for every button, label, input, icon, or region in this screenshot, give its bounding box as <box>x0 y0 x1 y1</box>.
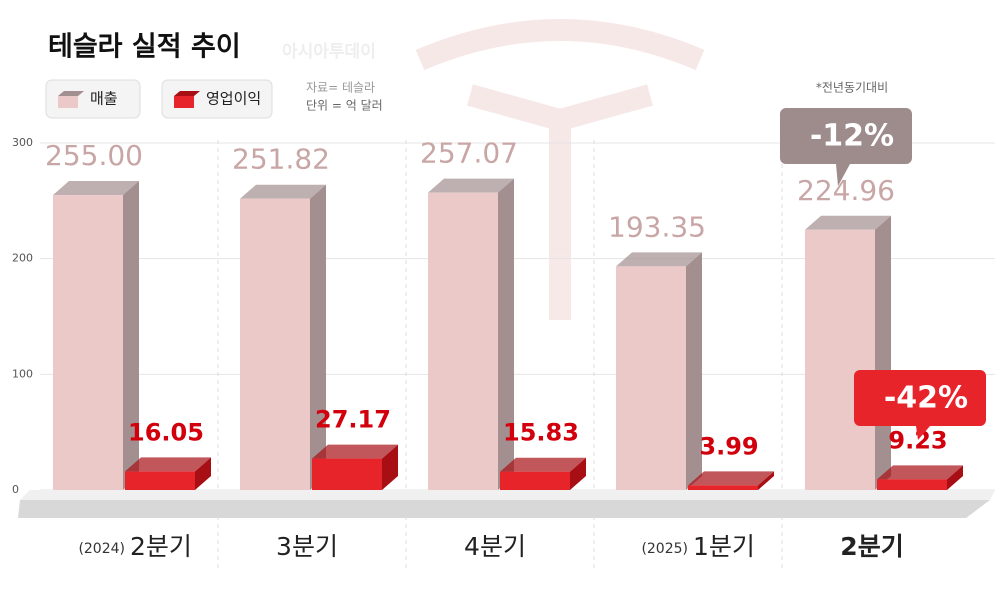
annotation-bubble <box>780 108 912 186</box>
bar <box>805 215 891 490</box>
bar-front <box>805 229 875 490</box>
unit: 단위 = 억 달러 <box>306 99 383 113</box>
bar-top <box>240 184 326 199</box>
year-label: (2025) <box>641 541 688 557</box>
legend-box <box>45 79 141 119</box>
x-tick-label: 3분기 <box>276 532 338 561</box>
legend-swatch <box>174 96 194 108</box>
value-label: 16.05 <box>128 418 204 446</box>
bar-front <box>616 266 686 490</box>
value-label: 255.00 <box>45 139 143 172</box>
bar-front <box>53 195 123 491</box>
value-label: 3.99 <box>699 432 758 460</box>
logo-watermark <box>415 19 705 320</box>
bar <box>500 457 586 490</box>
bar-side <box>195 457 211 490</box>
legend-box <box>161 79 273 119</box>
legend-label: 영업이익 <box>206 90 261 108</box>
source: 자료= 테슬라 <box>306 81 375 95</box>
bar-side <box>758 471 774 490</box>
annotation-text: -12% <box>810 119 894 154</box>
note: *전년동기대비 <box>816 81 888 95</box>
bar-front <box>877 479 947 490</box>
bar <box>312 444 398 490</box>
bar <box>240 184 326 490</box>
legend-swatch <box>58 96 78 108</box>
bar-top <box>500 457 586 472</box>
chart-title: 테슬라 실적 추이 <box>48 32 241 63</box>
bar <box>616 252 702 490</box>
bar <box>877 465 963 490</box>
floor <box>18 490 995 518</box>
bar-side <box>310 184 326 490</box>
bar-top <box>805 215 891 230</box>
bar-top <box>125 457 211 472</box>
year-label: (2024) <box>78 541 125 557</box>
value-label: 15.83 <box>503 419 579 447</box>
annotation-text: -42% <box>884 381 968 416</box>
x-tick-label: 1분기 <box>693 532 755 561</box>
value-label: 251.82 <box>232 143 330 176</box>
y-tick-label: 200 <box>12 252 33 265</box>
bar-side <box>570 457 586 490</box>
value-label: 224.96 <box>797 174 895 207</box>
bar-side <box>123 181 139 491</box>
value-label: 193.35 <box>608 210 706 243</box>
y-tick-label: 0 <box>12 483 19 496</box>
bar-top <box>53 181 139 196</box>
bar-top <box>428 178 514 193</box>
bar <box>125 457 211 490</box>
bar-front <box>312 458 382 490</box>
x-tick-label: 2분기 <box>130 532 192 561</box>
bar-side <box>498 178 514 490</box>
bar-front <box>500 471 570 490</box>
legend-swatch <box>58 91 84 96</box>
bar-top <box>616 252 702 267</box>
annotation-bubble <box>854 370 986 440</box>
y-tick-label: 300 <box>12 136 33 149</box>
value-label: 257.07 <box>420 137 518 170</box>
bar-side <box>947 465 963 490</box>
bar-side <box>686 252 702 490</box>
bar-front <box>125 471 195 490</box>
bar-front <box>428 192 498 490</box>
x-tick-label: 4분기 <box>464 532 526 561</box>
bar <box>428 178 514 490</box>
bar-top <box>877 465 963 480</box>
bar <box>688 471 774 490</box>
bar-side <box>382 444 398 490</box>
value-label: 27.17 <box>315 406 391 434</box>
bar-front <box>688 485 758 490</box>
bar-top <box>688 471 774 486</box>
legend-swatch <box>174 91 200 96</box>
bar-front <box>240 198 310 490</box>
x-tick-label: 2분기 <box>840 532 903 561</box>
y-tick-label: 100 <box>12 367 33 380</box>
bar-top <box>312 444 398 459</box>
legend-label: 매출 <box>90 90 118 108</box>
bar <box>53 181 139 491</box>
watermark: 아시아투데이 <box>282 42 376 62</box>
